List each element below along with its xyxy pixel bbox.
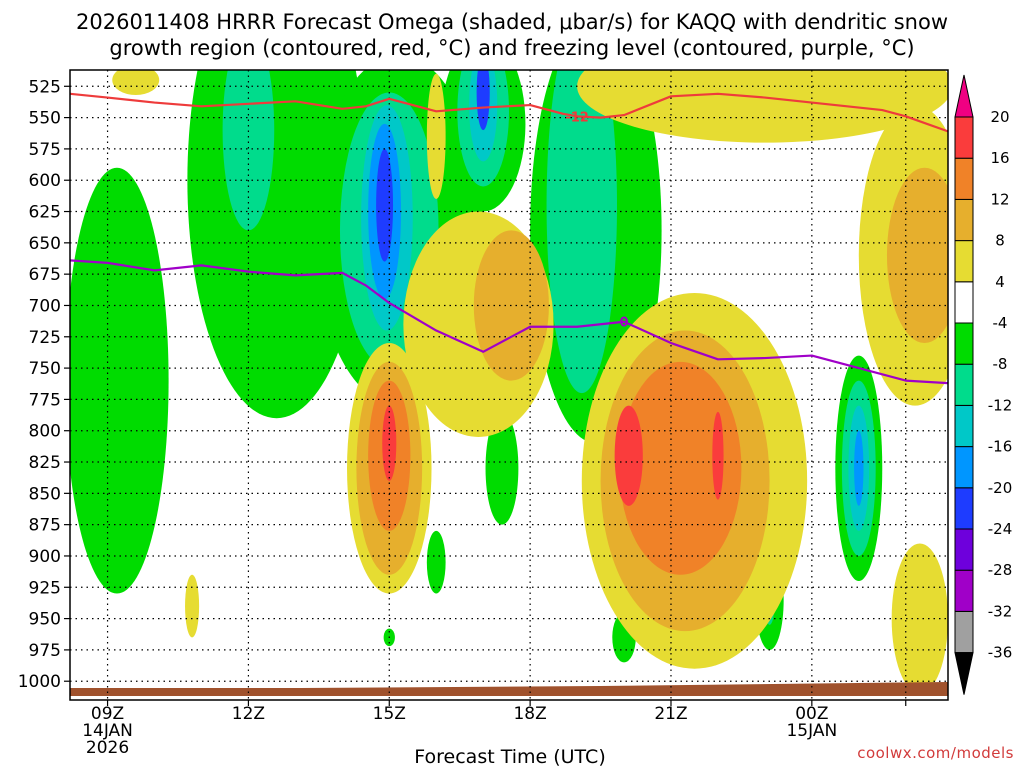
omega-cell-41 (577, 70, 948, 143)
omega-cell-24 (185, 574, 200, 638)
ytick-label-925: 925 (29, 578, 61, 598)
contour-label-0: -12 (565, 110, 589, 125)
y-axis-ticks: 525 550 575 600 625 650 675 700 725 750 775 800 825 8… (18, 77, 70, 692)
colorbar-bottom-triangle (954, 652, 974, 695)
ytick-label-700: 700 (29, 296, 61, 316)
ytick-label-900: 900 (29, 547, 61, 567)
ytick-label-550: 550 (29, 109, 61, 129)
colorbar-label--36: -36 (988, 644, 1013, 662)
contour-label-1: 0 (620, 316, 629, 331)
ytick-label-600: 600 (29, 171, 61, 191)
ytick-label-825: 825 (29, 453, 61, 473)
omega-cell-13 (546, 70, 617, 394)
omega-shading (70, 70, 948, 694)
colorbar-label--20: -20 (988, 479, 1013, 497)
colorbar-box--4 (954, 281, 974, 324)
colorbar-box--32 (954, 569, 974, 612)
colorbar-box--16 (954, 404, 974, 448)
grid-lines (70, 70, 948, 700)
xtick-label-18: 18Z (513, 704, 546, 724)
colorbar-box-12 (954, 157, 974, 200)
colorbar-label-20: 20 (990, 108, 1009, 126)
xtick-label-15: 15Z (373, 704, 406, 724)
ytick-label-775: 775 (29, 390, 61, 410)
ytick-label-750: 750 (29, 359, 61, 379)
ytick-label-975: 975 (29, 641, 61, 661)
chart-title-line-2: growth region (contoured, red, °C) and f… (109, 36, 914, 60)
omega-cell-33 (619, 361, 742, 575)
colorbar-label--32: -32 (988, 602, 1013, 620)
omega-cell-34 (614, 405, 643, 506)
omega-cell-0 (70, 167, 169, 594)
ytick-label-875: 875 (29, 516, 61, 536)
colorbar-box--8 (954, 322, 974, 365)
omega-cell-38 (891, 543, 948, 694)
x-axis-label: Forecast Time (UTC) (414, 746, 605, 768)
omega-cell-37 (886, 167, 948, 344)
colorbar: -36 -32 -28 -24 -20 -16 -12 -8 -4 4 8 12 16 20 (954, 74, 1013, 695)
colorbar-box-8 (954, 198, 974, 242)
omega-cell-28 (382, 405, 397, 481)
ytick-label-675: 675 (29, 265, 61, 285)
xtick-label-9: 09Z (91, 704, 124, 724)
colorbar-box--36 (954, 610, 974, 654)
omega-cell-35 (712, 411, 724, 500)
contour-lines: -12 0 (70, 92, 948, 385)
colorbar-box-4 (954, 240, 974, 283)
ytick-label-1000: 1000 (18, 672, 61, 692)
omega-cell-14 (485, 411, 519, 525)
colorbar-label--12: -12 (988, 396, 1013, 414)
ytick-label-725: 725 (29, 328, 61, 348)
omega-cell-22 (426, 530, 446, 594)
colorbar-label--8: -8 (993, 355, 1008, 373)
ytick-label-575: 575 (29, 140, 61, 160)
colorbar-box--20 (954, 446, 974, 489)
xtick-label-12: 12Z (232, 704, 265, 724)
colorbar-label-8: 8 (995, 232, 1005, 250)
credit-link[interactable]: coolwx.com/models (857, 744, 1014, 762)
colorbar-box--28 (954, 528, 974, 571)
colorbar-label--24: -24 (988, 520, 1013, 538)
colorbar-label--16: -16 (988, 438, 1013, 456)
omega-cell-11 (476, 70, 490, 131)
xtick-label-24: 00Z (795, 704, 828, 724)
ytick-label-950: 950 (29, 610, 61, 630)
colorbar-label-12: 12 (990, 190, 1009, 208)
ytick-label-650: 650 (29, 234, 61, 254)
contour-line-1 (70, 259, 948, 385)
ytick-label-625: 625 (29, 203, 61, 223)
omega-cell-2 (222, 70, 275, 231)
xtick-year-9: 2026 (86, 738, 129, 758)
xtick-date-24: 15JAN (786, 721, 837, 741)
chart-title-line-1: 2026011408 HRRR Forecast Omega (shaded, … (76, 10, 948, 34)
omega-cell-7 (376, 148, 394, 262)
omega-cell-18 (854, 430, 864, 506)
colorbar-box-16 (954, 116, 974, 159)
colorbar-label--4: -4 (993, 314, 1008, 332)
omega-cell-39 (426, 73, 446, 200)
contour-line-0 (70, 92, 948, 133)
plot-frame (69, 69, 949, 701)
terrain-strip (70, 682, 948, 696)
colorbar-box--12 (954, 363, 974, 406)
colorbar-label-16: 16 (990, 149, 1009, 167)
colorbar-label-4: 4 (995, 273, 1005, 291)
xtick-date-9: 14JAN (82, 721, 133, 741)
xtick-label-21: 21Z (654, 704, 687, 724)
ytick-label-800: 800 (29, 422, 61, 442)
ytick-label-850: 850 (29, 484, 61, 504)
colorbar-top-triangle (954, 74, 974, 118)
colorbar-label--28: -28 (988, 561, 1013, 579)
omega-cell-40 (112, 70, 160, 96)
colorbar-box--24 (954, 487, 974, 530)
ytick-label-525: 525 (29, 77, 61, 97)
